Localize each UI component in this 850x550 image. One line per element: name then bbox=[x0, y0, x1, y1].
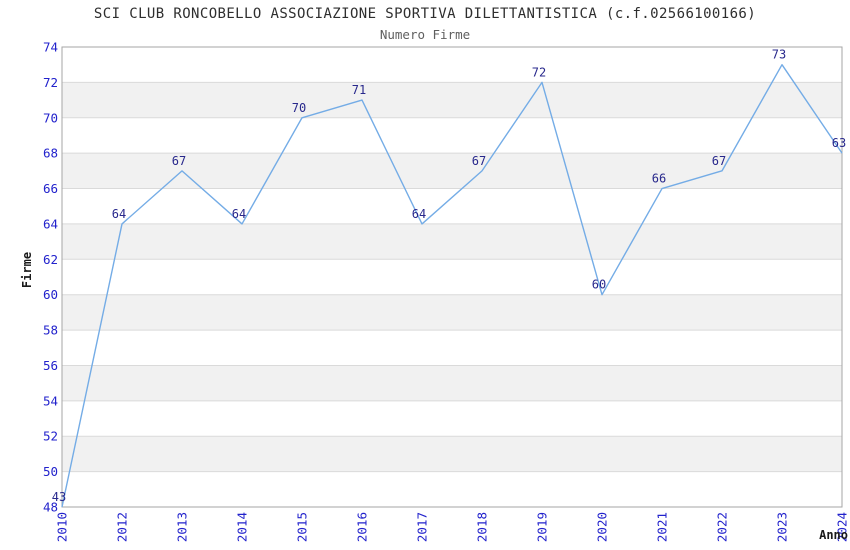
y-tick-label: 60 bbox=[43, 287, 58, 302]
x-tick-label: 2014 bbox=[235, 512, 250, 542]
data-point-label: 73 bbox=[772, 48, 786, 62]
svg-text:2015: 2015 bbox=[295, 512, 310, 542]
svg-text:2021: 2021 bbox=[655, 512, 670, 542]
plot-band bbox=[62, 153, 842, 189]
svg-text:2010: 2010 bbox=[55, 512, 70, 542]
x-axis-tick-labels: 2010 2012 2013 2014 2015 2016 2017 2018 2019 2020… bbox=[55, 512, 850, 542]
chart-subtitle: Numero Firme bbox=[379, 27, 471, 42]
y-tick-label: 62 bbox=[43, 252, 58, 267]
plot-band bbox=[62, 294, 842, 331]
data-point-label: 72 bbox=[532, 65, 546, 79]
x-axis-title: Anno bbox=[819, 528, 848, 542]
data-point-label: 67 bbox=[172, 154, 186, 168]
data-point-label: 67 bbox=[472, 154, 486, 168]
svg-text:2019: 2019 bbox=[535, 512, 550, 542]
data-point-labels: 43 64 67 64 70 71 64 67 72 60 66 67 73 63 bbox=[52, 48, 846, 504]
y-tick-label: 70 bbox=[43, 110, 58, 125]
svg-text:2017: 2017 bbox=[415, 512, 430, 542]
data-point-label: 60 bbox=[592, 278, 606, 292]
data-point-label: 64 bbox=[112, 207, 126, 221]
data-point-label: 63 bbox=[832, 136, 846, 150]
plot-band bbox=[62, 82, 842, 118]
x-tick-label: 2015 bbox=[295, 512, 310, 542]
x-tick-label: 2018 bbox=[475, 512, 490, 542]
y-tick-label: 56 bbox=[43, 358, 58, 373]
chart-title: SCI CLUB RONCOBELLO ASSOCIAZIONE SPORTIV… bbox=[93, 6, 757, 22]
y-tick-label: 64 bbox=[43, 216, 58, 231]
svg-text:2012: 2012 bbox=[115, 512, 130, 542]
data-point-label: 66 bbox=[652, 172, 666, 186]
x-tick-label: 2016 bbox=[355, 512, 370, 542]
x-tick-label: 2010 bbox=[55, 512, 70, 542]
plot-band bbox=[62, 436, 842, 472]
data-line bbox=[61, 63, 843, 508]
y-tick-label: 74 bbox=[43, 40, 58, 55]
y-tick-label: 66 bbox=[43, 181, 58, 196]
y-axis-tick-labels: 48 50 52 54 56 58 60 62 64 66 68 70 72 74 bbox=[43, 40, 58, 515]
y-tick-label: 52 bbox=[43, 429, 58, 444]
x-tick-label: 2013 bbox=[175, 512, 190, 542]
data-point-label: 43 bbox=[52, 490, 66, 504]
x-tick-label: 2024 bbox=[835, 512, 850, 542]
x-tick-label: 2012 bbox=[115, 512, 130, 542]
data-point-label: 71 bbox=[352, 83, 366, 97]
plot-border bbox=[61, 46, 843, 508]
data-point-label: 64 bbox=[232, 207, 246, 221]
y-tick-label: 72 bbox=[43, 75, 58, 90]
svg-text:2014: 2014 bbox=[235, 512, 250, 542]
data-point-label: 64 bbox=[412, 207, 426, 221]
svg-text:2024: 2024 bbox=[835, 512, 850, 542]
y-tick-label: 54 bbox=[43, 393, 58, 408]
svg-text:2013: 2013 bbox=[175, 512, 190, 542]
x-tick-label: 2023 bbox=[775, 512, 790, 542]
svg-text:2020: 2020 bbox=[595, 512, 610, 542]
y-tick-label: 50 bbox=[43, 464, 58, 479]
y-tick-label: 68 bbox=[43, 146, 58, 161]
plot-band bbox=[62, 223, 842, 260]
x-tick-label: 2019 bbox=[535, 512, 550, 542]
y-axis-title: Firme bbox=[20, 252, 34, 288]
data-point-label: 70 bbox=[292, 101, 306, 115]
svg-text:2022: 2022 bbox=[715, 512, 730, 542]
x-tick-label: 2017 bbox=[415, 512, 430, 542]
svg-text:2023: 2023 bbox=[775, 512, 790, 542]
plot-bands bbox=[62, 82, 842, 472]
y-tick-label: 48 bbox=[43, 500, 58, 515]
x-tick-label: 2022 bbox=[715, 512, 730, 542]
svg-text:Firme: Firme bbox=[20, 252, 34, 288]
y-tick-label: 58 bbox=[43, 323, 58, 338]
plot-band bbox=[62, 365, 842, 401]
data-point-label: 67 bbox=[712, 154, 726, 168]
x-tick-label: 2020 bbox=[595, 512, 610, 542]
svg-text:2018: 2018 bbox=[475, 512, 490, 542]
x-tick-label: 2021 bbox=[655, 512, 670, 542]
svg-text:2016: 2016 bbox=[355, 512, 370, 542]
